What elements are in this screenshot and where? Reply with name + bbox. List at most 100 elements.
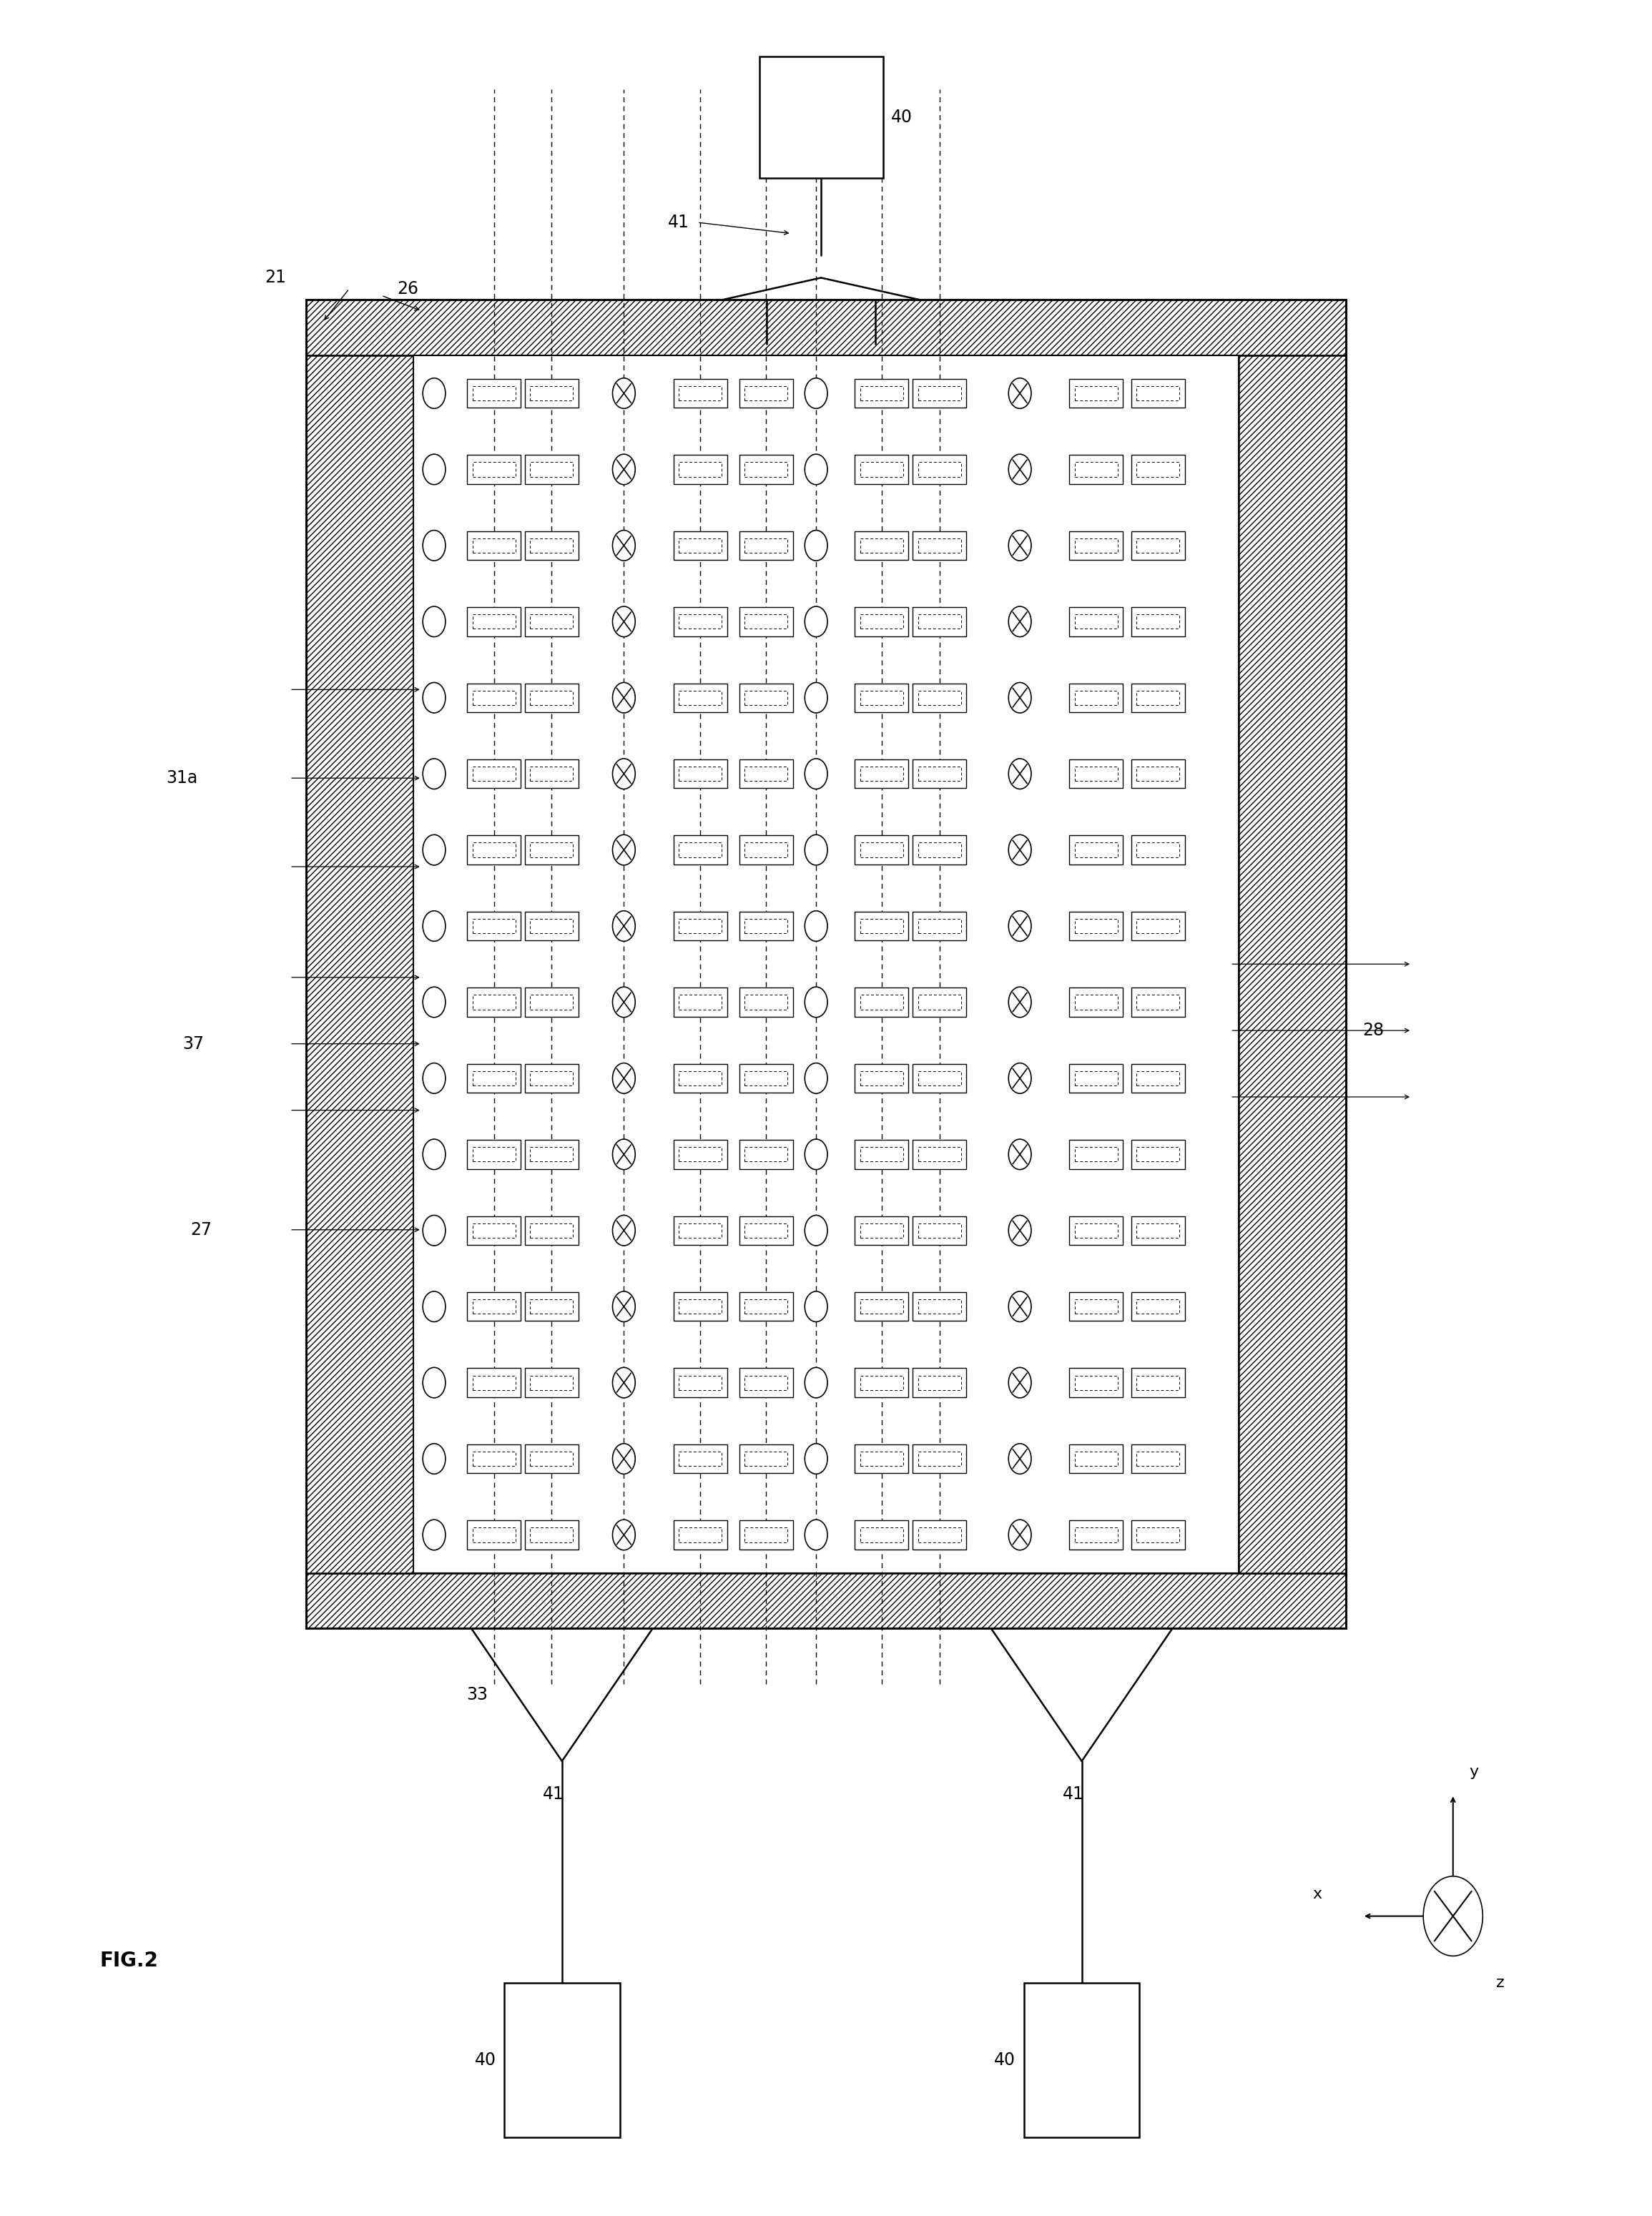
Bar — [1075, 1299, 1118, 1314]
Bar — [530, 1299, 573, 1314]
Bar — [919, 614, 961, 629]
Circle shape — [805, 1064, 828, 1092]
Bar — [854, 454, 909, 483]
Bar — [679, 538, 722, 552]
Bar — [674, 454, 727, 483]
Bar — [468, 1064, 520, 1092]
Bar — [745, 614, 788, 629]
Bar — [745, 538, 788, 552]
Bar — [861, 1376, 904, 1389]
Bar — [413, 355, 1239, 1573]
Bar — [1132, 760, 1184, 789]
Bar — [919, 1376, 961, 1389]
Bar — [674, 683, 727, 711]
Bar — [1069, 760, 1123, 789]
Bar — [1024, 1983, 1140, 2138]
Bar — [1069, 683, 1123, 711]
Bar — [674, 1217, 727, 1245]
Bar — [919, 1299, 961, 1314]
Bar — [1069, 1520, 1123, 1549]
Bar — [854, 1520, 909, 1549]
Bar — [919, 1148, 961, 1161]
Bar — [530, 614, 573, 629]
Bar — [1132, 607, 1184, 636]
Bar — [745, 1527, 788, 1542]
Bar — [1132, 532, 1184, 561]
Circle shape — [423, 1064, 446, 1092]
Bar — [912, 532, 966, 561]
Bar — [679, 386, 722, 401]
Circle shape — [613, 530, 636, 561]
Bar — [854, 379, 909, 408]
Bar — [1132, 379, 1184, 408]
Bar — [674, 988, 727, 1017]
Bar — [468, 532, 520, 561]
Circle shape — [613, 379, 636, 408]
Circle shape — [423, 379, 446, 408]
Bar — [1137, 1299, 1180, 1314]
Bar — [861, 1451, 904, 1467]
Bar — [1075, 614, 1118, 629]
Bar — [530, 767, 573, 780]
Circle shape — [805, 1443, 828, 1474]
Circle shape — [1008, 758, 1031, 789]
Bar — [525, 454, 578, 483]
Circle shape — [613, 758, 636, 789]
Bar — [1132, 1217, 1184, 1245]
Bar — [912, 1292, 966, 1321]
Bar — [1069, 1139, 1123, 1168]
Circle shape — [613, 1292, 636, 1321]
Circle shape — [613, 607, 636, 636]
Bar — [740, 379, 793, 408]
Bar — [1069, 1064, 1123, 1092]
Bar — [306, 299, 1346, 355]
Circle shape — [613, 1214, 636, 1245]
Bar — [679, 614, 722, 629]
Bar — [468, 1520, 520, 1549]
Bar — [912, 1217, 966, 1245]
Bar — [525, 532, 578, 561]
Bar — [861, 463, 904, 476]
Text: 33: 33 — [466, 1686, 487, 1704]
Bar — [1132, 454, 1184, 483]
Bar — [472, 538, 515, 552]
Text: 41: 41 — [544, 1786, 565, 1804]
Bar — [472, 1148, 515, 1161]
Circle shape — [805, 530, 828, 561]
Bar — [1137, 386, 1180, 401]
Bar — [912, 911, 966, 940]
Circle shape — [1008, 1520, 1031, 1551]
Bar — [525, 1367, 578, 1396]
Circle shape — [423, 530, 446, 561]
Bar — [679, 842, 722, 858]
Text: z: z — [1497, 1974, 1505, 1990]
Circle shape — [423, 683, 446, 714]
Bar — [919, 691, 961, 705]
Bar — [679, 1376, 722, 1389]
Bar — [468, 1292, 520, 1321]
Bar — [525, 1445, 578, 1474]
Text: 21: 21 — [264, 268, 286, 286]
Bar — [1137, 1148, 1180, 1161]
Bar — [530, 1376, 573, 1389]
Bar — [674, 1445, 727, 1474]
Bar — [912, 454, 966, 483]
Bar — [1137, 842, 1180, 858]
Circle shape — [1008, 911, 1031, 942]
Bar — [740, 1367, 793, 1396]
Circle shape — [1424, 1877, 1483, 1957]
Circle shape — [613, 835, 636, 864]
Circle shape — [613, 1064, 636, 1092]
Bar — [1075, 1376, 1118, 1389]
Bar — [740, 1445, 793, 1474]
Bar — [472, 463, 515, 476]
Bar — [1132, 1445, 1184, 1474]
Bar — [919, 767, 961, 780]
Bar — [674, 1064, 727, 1092]
Bar — [745, 1376, 788, 1389]
Bar — [861, 1223, 904, 1239]
Bar — [468, 1445, 520, 1474]
Bar — [530, 463, 573, 476]
Bar — [468, 835, 520, 864]
Bar — [472, 614, 515, 629]
